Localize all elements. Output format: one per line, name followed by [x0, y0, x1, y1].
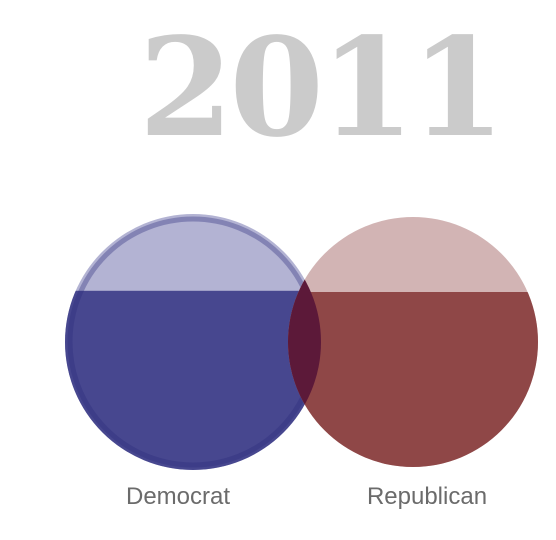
republican-fill-level — [288, 292, 538, 467]
year-title: 2011 — [138, 8, 506, 168]
democrat-label: Democrat — [125, 483, 231, 510]
republican-circle — [288, 217, 538, 467]
republican-label: Republican — [366, 483, 488, 510]
democrat-fill-level — [65, 290, 321, 470]
